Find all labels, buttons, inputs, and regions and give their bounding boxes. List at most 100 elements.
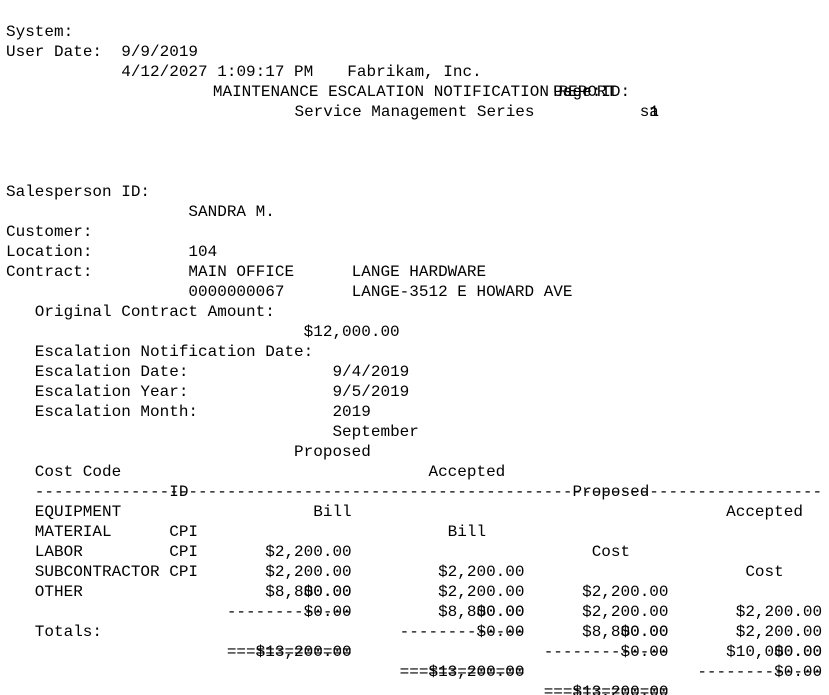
totals-label: Totals: — [34, 623, 103, 641]
cost-code-cell: OTHER — [34, 583, 83, 601]
col-header-id: ID — [169, 483, 189, 501]
page-label: Page: — [553, 83, 602, 101]
table-header-rule-line: ----------------------------------------… — [0, 462, 829, 501]
cost-code-cell: LABOR — [34, 543, 83, 561]
accepted-cost-cell: $2,200.00 — [735, 623, 823, 641]
location-address: LANGE-3512 E HOWARD AVE — [351, 283, 573, 301]
contract-label: Contract: — [6, 263, 93, 281]
proposed-cost-cell: $2,200.00 — [582, 583, 669, 601]
totals-accepted-bill: $13,200.00 — [428, 663, 525, 681]
contract-value: 0000000067 — [188, 283, 285, 301]
escalation-month-label: Escalation Month: — [34, 403, 199, 421]
escalation-date-value: 9/5/2019 — [332, 383, 410, 401]
location-line: Location: MAIN OFFICE LANGE-3512 E HOWAR… — [0, 222, 829, 301]
accepted-cost-cell: $0.00 — [774, 643, 823, 661]
id-cell: CPI — [169, 523, 199, 541]
totals-rule-line: ------------- ------------- ------------… — [0, 582, 829, 681]
col-header-bill-1: Bill — [313, 503, 352, 521]
col-header-cost-code: Cost Code — [34, 463, 122, 481]
escalation-month-value: September — [332, 423, 419, 441]
user-date-label: User Date: — [6, 43, 103, 61]
table-row: OTHER $0.00 $0.00 $0.00 $0.00 — [0, 562, 829, 681]
accepted-bill-cell: $0.00 — [476, 623, 525, 641]
totals-row: Totals: $13,200.00 $13,200.00 $13,200.00… — [0, 602, 829, 695]
location-label: Location: — [6, 243, 93, 261]
salesperson-line: Salesperson ID: SANDRA M. — [0, 162, 829, 221]
proposed-bill-cell: $8,800.00 — [265, 583, 352, 601]
customer-label: Customer: — [6, 223, 93, 241]
header-line-2: User Date: 4/12/2027 User ID: sa — [0, 22, 829, 121]
salesperson-value: SANDRA M. — [188, 203, 275, 221]
header-rule: ----------------------------------------… — [34, 483, 823, 501]
col-header-accepted-bill-1: Accepted — [428, 463, 506, 481]
totals-rule: ------------- — [399, 623, 525, 641]
totals-proposed-cost: $13,200.00 — [572, 683, 669, 695]
escalation-year-value: 2019 — [332, 403, 371, 421]
accepted-cost-cell: $10,000.00 — [726, 643, 823, 661]
original-amount-label: Original Contract Amount: — [34, 303, 275, 321]
accepted-bill-cell: $0.00 — [476, 603, 525, 621]
accepted-bill-cell: $2,200.00 — [438, 563, 525, 581]
col-header-cost-1: Cost — [591, 543, 631, 561]
user-date: 4/12/2027 — [121, 63, 208, 81]
accepted-cost-cell: $2,200.00 — [735, 603, 823, 621]
proposed-cost-cell: $8,800.00 — [582, 623, 669, 641]
user-id: sa — [639, 103, 659, 121]
accepted-bill-cell: $2,200.00 — [438, 583, 525, 601]
escalation-year-label: Escalation Year: — [34, 383, 189, 401]
header-line-1: System: 9/9/2019 1:09:17 PM Page: 1 — [0, 2, 829, 121]
cost-code-cell: EQUIPMENT — [34, 503, 122, 521]
location-value: MAIN OFFICE — [188, 263, 295, 281]
col-header-accepted-cost-1: Accepted — [726, 503, 803, 521]
grand-rule: ============= — [543, 683, 669, 695]
customer-name: LANGE HARDWARE — [351, 263, 487, 281]
grand-rule: ============= — [399, 663, 525, 681]
escalation-year-line: Escalation Year: 2019 — [0, 362, 829, 421]
original-amount-value: $12,000.00 — [303, 323, 400, 341]
user-id-label: User ID: — [553, 83, 631, 101]
page-number: 1 — [649, 103, 659, 121]
table-row: MATERIAL CPI $2,200.00 $2,200.00 $2,200.… — [0, 502, 829, 641]
system-label: System: — [6, 23, 74, 41]
contract-line: Contract: 0000000067 — [0, 242, 829, 301]
proposed-bill-cell: $0.00 — [303, 583, 352, 601]
proposed-bill-cell: $2,200.00 — [265, 563, 352, 581]
accepted-bill-cell: $8,800.00 — [438, 603, 525, 621]
escalation-month-line: Escalation Month: September — [0, 382, 829, 441]
id-cell: CPI — [169, 543, 199, 561]
table-row: SUBCONTRACTOR $0.00 $0.00 $0.00 $0.00 — [0, 542, 829, 661]
system-time: 1:09:17 PM — [217, 63, 314, 81]
col-header-proposed-bill-1: Proposed — [294, 443, 371, 461]
totals-rule: ------------- — [697, 663, 823, 681]
series-title: Service Management Series — [294, 103, 535, 121]
col-header-bill-2: Bill — [447, 523, 487, 541]
accepted-cost-cell: $0.00 — [774, 663, 823, 681]
escalation-notification-line: Escalation Notification Date: 9/4/2019 — [0, 322, 829, 381]
proposed-cost-cell: $2,200.00 — [582, 603, 669, 621]
table-header-row-2: Cost Code ID Bill Bill Cost Cost — [0, 442, 829, 581]
id-cell: CPI — [169, 563, 199, 581]
customer-id: 104 — [188, 243, 218, 261]
end-of-report-line: End of Report — [0, 682, 829, 695]
grand-rule: ============= — [226, 643, 352, 661]
totals-rule: ------------- — [543, 643, 669, 661]
escalation-date-line: Escalation Date: 9/5/2019 — [0, 342, 829, 401]
proposed-bill-cell: $2,200.00 — [265, 543, 352, 561]
totals-proposed-bill: $13,200.00 — [255, 643, 352, 661]
original-amount-line: Original Contract Amount: $12,000.00 — [0, 282, 829, 341]
escalation-date-label: Escalation Date: — [34, 363, 189, 381]
cost-code-cell: MATERIAL — [34, 523, 112, 541]
table-header-row-1: Proposed Accepted Proposed Accepted — [0, 422, 829, 521]
escalation-notification-value: 9/4/2019 — [332, 363, 410, 381]
col-header-proposed-cost-1: Proposed — [572, 483, 650, 501]
proposed-cost-cell: $0.00 — [620, 623, 669, 641]
customer-line: Customer: 104 LANGE HARDWARE — [0, 202, 829, 281]
report-title: MAINTENANCE ESCALATION NOTIFICATION REPO… — [212, 83, 617, 101]
escalation-notification-label: Escalation Notification Date: — [34, 343, 314, 361]
cost-code-cell: SUBCONTRACTOR — [34, 563, 160, 581]
company-title: Fabrikam, Inc. — [347, 63, 482, 81]
salesperson-label: Salesperson ID: — [6, 183, 151, 201]
proposed-cost-cell: $0.00 — [620, 643, 669, 661]
system-date: 9/9/2019 — [121, 43, 199, 61]
